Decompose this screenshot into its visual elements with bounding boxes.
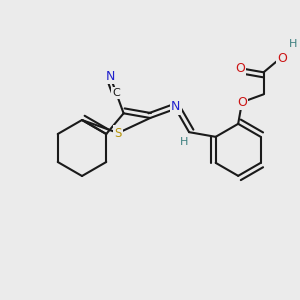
Text: O: O bbox=[278, 52, 287, 65]
Text: N: N bbox=[106, 70, 115, 83]
Text: N: N bbox=[171, 100, 180, 113]
Text: S: S bbox=[114, 127, 122, 140]
Text: O: O bbox=[237, 96, 247, 109]
Text: O: O bbox=[235, 62, 245, 75]
Text: C: C bbox=[112, 88, 120, 98]
Text: H: H bbox=[289, 39, 297, 49]
Text: H: H bbox=[180, 137, 188, 147]
